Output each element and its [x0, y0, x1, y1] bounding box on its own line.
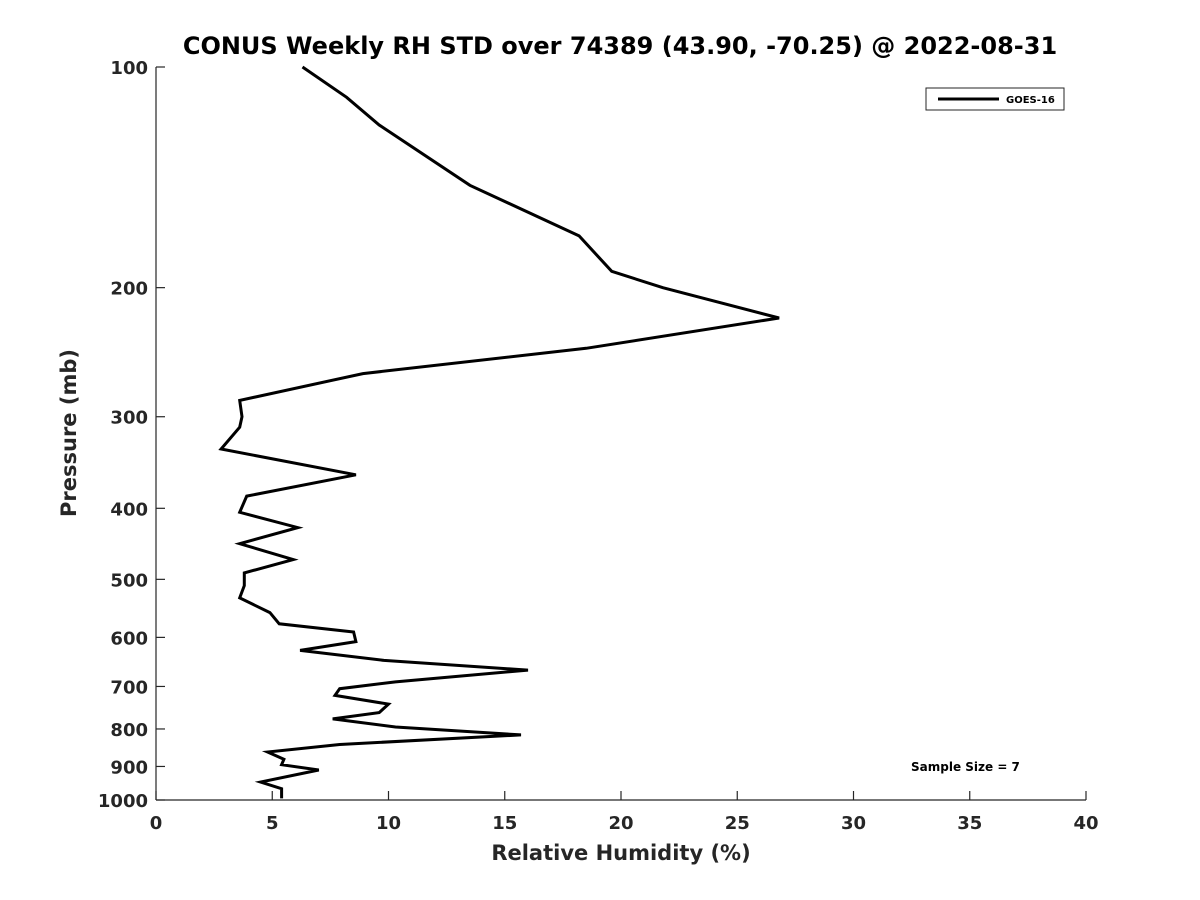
legend: GOES-16: [925, 87, 1065, 111]
series-group: [218, 65, 780, 799]
x-tick-label: 10: [376, 813, 401, 834]
x-tick-label: 0: [150, 813, 163, 834]
y-tick-label: 800: [110, 720, 148, 741]
y-tick-label: 400: [110, 499, 148, 520]
x-tick-label: 25: [725, 813, 750, 834]
series-line-goes-16: [218, 65, 780, 799]
x-axis-label: Relative Humidity (%): [491, 841, 750, 865]
y-axis-label: Pressure (mb): [57, 349, 81, 517]
y-tick-label: 500: [110, 570, 148, 591]
legend-label: GOES-16: [1006, 95, 1055, 106]
y-tick-label: 200: [110, 279, 148, 300]
y-tick-label: 1000: [98, 791, 148, 812]
x-tick-label: 40: [1073, 813, 1098, 834]
x-tick-label: 20: [608, 813, 633, 834]
x-tick-label: 15: [492, 813, 517, 834]
x-tick-label: 5: [266, 813, 279, 834]
axes: 0 5 10 15 20 25 30 35 40 100 200 300 400 500 600 700 80…: [98, 58, 1099, 834]
x-tick-label: 30: [841, 813, 866, 834]
x-ticks: 0 5 10 15 20 25 30 35 40: [150, 791, 1099, 834]
sample-size-annotation: Sample Size = 7: [911, 760, 1020, 774]
y-tick-label: 900: [110, 757, 148, 778]
y-tick-label: 100: [110, 58, 148, 79]
y-tick-label: 300: [110, 408, 148, 429]
y-tick-label: 600: [110, 628, 148, 649]
chart-title: CONUS Weekly RH STD over 74389 (43.90, -…: [183, 32, 1057, 60]
x-tick-label: 35: [957, 813, 982, 834]
y-tick-label: 700: [110, 677, 148, 698]
y-ticks: 100 200 300 400 500 600 700 800 900 1000: [98, 58, 165, 812]
